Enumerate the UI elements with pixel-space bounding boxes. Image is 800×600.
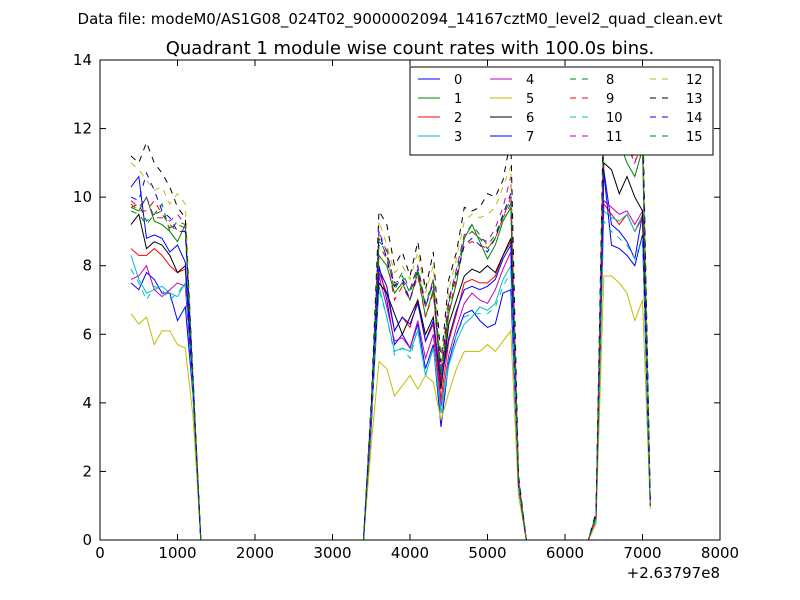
y-tick-label: 10 (73, 188, 92, 206)
y-tick-label: 4 (82, 394, 92, 412)
legend-frame (409, 66, 714, 156)
series-line-0 (130, 169, 651, 540)
series-line-12 (130, 100, 651, 540)
x-tick-label: 4000 (391, 544, 429, 562)
series-line-1 (130, 121, 651, 540)
series-line-15 (130, 113, 651, 540)
chart-suptitle: Data file: modeM0/AS1G08_024T02_90000020… (78, 10, 723, 29)
chart-title: Quadrant 1 module wise count rates with … (166, 38, 655, 59)
legend-label-5: 5 (526, 92, 534, 107)
y-tick-label: 12 (73, 120, 92, 138)
x-tick-label: 8000 (701, 544, 739, 562)
x-tick-label: 6000 (546, 544, 584, 562)
legend-label-2: 2 (454, 111, 462, 126)
x-tick-label: 7000 (623, 544, 661, 562)
x-tick-label: 3000 (313, 544, 351, 562)
x-axis: 0 1000 2000 3000 4000 5000 6000 7000 8000 (95, 60, 739, 562)
series-line-8 (130, 106, 651, 540)
legend-label-6: 6 (526, 111, 534, 126)
series-line-5 (130, 275, 651, 540)
series-line-4 (130, 199, 651, 540)
legend-label-7: 7 (526, 130, 534, 145)
series-line-9 (130, 133, 651, 540)
legend-label-9: 9 (606, 92, 614, 107)
legend-label-14: 14 (686, 111, 703, 126)
series-line-14 (130, 120, 651, 540)
legend-label-13: 13 (686, 92, 703, 107)
y-tick-label: 2 (82, 462, 92, 480)
legend-label-11: 11 (606, 130, 623, 145)
x-tick-label: 5000 (468, 544, 506, 562)
y-tick-label: 0 (82, 531, 92, 549)
legend-label-0: 0 (454, 73, 462, 88)
y-tick-label: 14 (73, 51, 92, 69)
legend-label-8: 8 (606, 73, 614, 88)
legend-label-3: 3 (454, 130, 462, 145)
legend-label-12: 12 (686, 73, 703, 88)
series-line-10 (130, 219, 651, 540)
series-line-2 (130, 202, 651, 540)
legend-label-10: 10 (606, 111, 623, 126)
x-tick-label: 1000 (158, 544, 196, 562)
x-tick-label: 2000 (236, 544, 274, 562)
legend-label-4: 4 (526, 73, 534, 88)
y-tick-label: 8 (82, 257, 92, 275)
x-tick-label: 0 (95, 544, 105, 562)
y-tick-label: 6 (82, 325, 92, 343)
series-layer (130, 89, 651, 540)
series-line-6 (130, 161, 651, 540)
series-line-7 (130, 173, 651, 540)
series-line-13 (130, 89, 651, 540)
legend-label-1: 1 (454, 92, 462, 107)
legend-label-15: 15 (686, 130, 703, 145)
x-offset-label: +2.63797e8 (627, 564, 720, 582)
